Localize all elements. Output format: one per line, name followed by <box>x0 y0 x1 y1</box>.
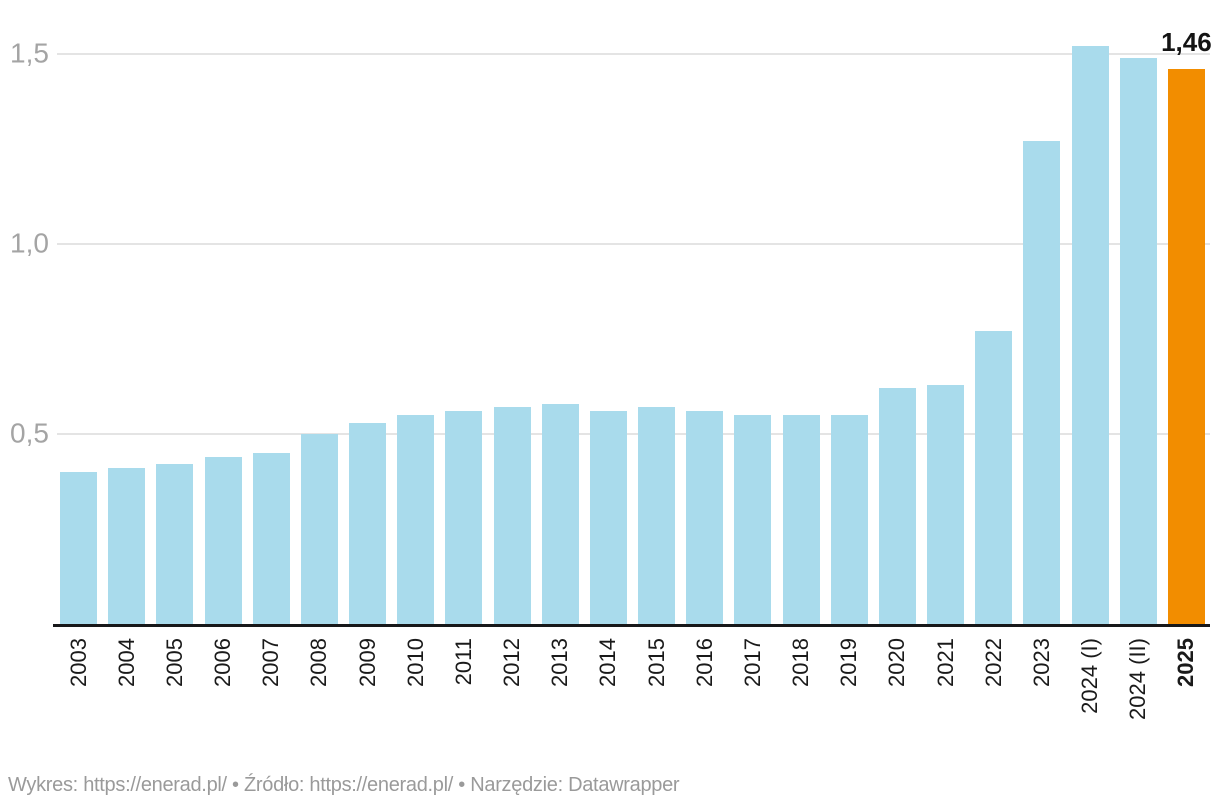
footer-tool-link[interactable]: Datawrapper <box>568 774 680 796</box>
bar <box>1023 141 1061 624</box>
bar <box>878 388 916 624</box>
y-tick-label: 0,5 <box>10 417 49 449</box>
bar <box>445 411 483 624</box>
x-tick-label: 2009 <box>354 638 380 687</box>
x-tick-label: 2023 <box>1028 638 1054 687</box>
x-tick-label: 2019 <box>836 638 862 687</box>
bar <box>60 472 97 624</box>
x-tick-label: 2020 <box>884 638 910 687</box>
x-tick-label: 2017 <box>739 638 765 687</box>
x-tick-label: 2005 <box>161 638 187 687</box>
footer-source-link[interactable]: https://enerad.pl/ <box>309 774 454 796</box>
bar <box>830 415 868 624</box>
bar <box>300 434 338 624</box>
bar <box>1167 69 1205 624</box>
bar-value-label: 1,46 <box>1161 27 1212 58</box>
x-tick-label: 2006 <box>210 638 235 687</box>
gridline <box>57 243 1210 245</box>
x-tick-label: 2024 (I) <box>1077 638 1103 714</box>
bar <box>204 456 242 624</box>
x-tick-label: 2016 <box>691 638 717 687</box>
bar <box>1071 46 1109 624</box>
x-tick-label: 2015 <box>643 638 669 687</box>
x-tick-label: 2024 (II) <box>1125 638 1151 720</box>
x-tick-label: 2003 <box>65 638 91 687</box>
bar <box>397 415 435 624</box>
x-axis-line <box>53 624 1210 627</box>
x-tick-label: 2004 <box>113 638 139 687</box>
y-tick-label: 1,5 <box>10 37 49 69</box>
x-tick-label: 2018 <box>788 638 814 687</box>
footer-source-label: • Źródło: <box>226 774 310 796</box>
bar <box>493 407 531 624</box>
x-tick-label: 2011 <box>450 638 476 686</box>
footer-chart-label: Wykres: <box>8 774 84 796</box>
bar <box>1119 57 1157 624</box>
y-tick-label: 1,0 <box>10 227 49 259</box>
x-tick-label: 2007 <box>258 638 284 687</box>
bar <box>252 453 290 624</box>
chart-footer: Wykres: https://enerad.pl/ • Źródło: htt… <box>8 774 680 797</box>
bar <box>589 411 627 624</box>
gridline <box>57 53 1210 55</box>
bar <box>638 407 676 624</box>
bar <box>156 464 194 624</box>
footer-chart-link[interactable]: https://enerad.pl/ <box>83 774 227 796</box>
bar <box>927 384 965 624</box>
x-tick-label: 2008 <box>306 638 332 687</box>
x-tick-label: 2021 <box>932 638 958 687</box>
bar <box>782 415 820 624</box>
x-tick-label: 2012 <box>499 638 525 687</box>
x-tick-label: 2022 <box>980 638 1006 687</box>
bar <box>686 411 724 624</box>
gridline <box>57 433 1210 435</box>
x-tick-label: 2010 <box>402 638 428 687</box>
bar <box>975 331 1013 624</box>
bar <box>108 468 146 624</box>
x-tick-label: 2014 <box>595 638 621 687</box>
bar <box>734 415 772 624</box>
x-tick-label: 2013 <box>547 638 573 687</box>
x-tick-label: 2025 <box>1173 638 1199 687</box>
bar <box>349 422 387 624</box>
footer-tool-label: • Narzędzie: <box>453 774 569 796</box>
bar <box>541 403 579 624</box>
